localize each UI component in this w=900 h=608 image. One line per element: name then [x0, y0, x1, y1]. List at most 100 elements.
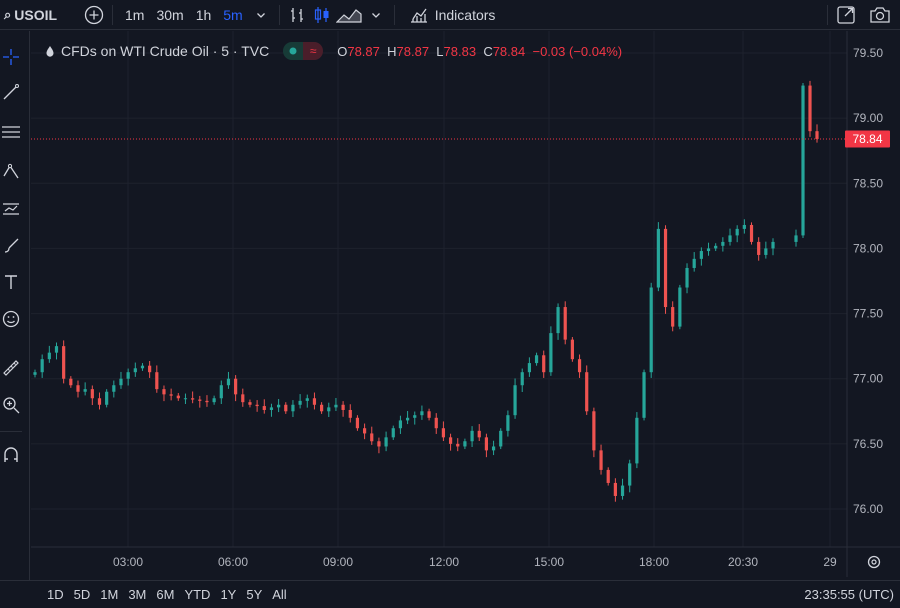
price-chart[interactable]: 79.50 79.00 78.50 78.00 77.50 77.00 76.50 76.00…	[31, 31, 900, 577]
candlestick-series	[33, 80, 819, 502]
symbol-search[interactable]: ⌕ USOIL	[0, 7, 76, 23]
area-chart-icon	[335, 8, 362, 23]
candle	[742, 219, 746, 234]
brush-tool[interactable]	[0, 234, 22, 258]
candle	[484, 433, 489, 458]
toolbar-divider	[393, 4, 395, 25]
fib-tool[interactable]	[0, 120, 22, 144]
magnet-tool[interactable]	[0, 443, 22, 467]
forecast-tool[interactable]	[0, 197, 22, 221]
time-axis: 03:00 06:00 09:00 12:00 15:00 18:00 20:30 29	[31, 546, 900, 569]
candle	[405, 411, 410, 425]
range-all[interactable]: All	[272, 587, 287, 602]
market-status-pill[interactable]: ≈	[283, 42, 324, 60]
candle	[656, 222, 660, 292]
candle	[499, 428, 503, 450]
candle	[620, 478, 625, 500]
time-tick-label: 15:00	[534, 555, 564, 569]
time-tick-label: 06:00	[218, 555, 248, 569]
time-tick-label: 18:00	[639, 555, 669, 569]
indicators-button[interactable]: Indicators	[401, 5, 504, 25]
price-tick-label: 78.50	[853, 176, 883, 190]
snapshot-button[interactable]	[868, 3, 892, 27]
droplet-icon	[46, 45, 54, 57]
candle	[470, 426, 474, 447]
fullscreen-button[interactable]	[834, 3, 858, 27]
candle	[771, 238, 775, 256]
candle	[413, 411, 417, 425]
candle	[284, 402, 288, 414]
chart-type-dropdown[interactable]	[364, 3, 388, 27]
area-chart-type-button[interactable]	[334, 3, 364, 27]
interval-dropdown[interactable]	[249, 3, 273, 27]
candle	[477, 424, 481, 441]
candle	[205, 395, 209, 407]
interval-1m[interactable]: 1m	[125, 6, 145, 23]
candle	[699, 247, 703, 266]
candle	[398, 415, 403, 434]
range-5y[interactable]: 5Y	[246, 587, 263, 602]
range-ytd[interactable]: YTD	[184, 587, 211, 602]
zoom-tool[interactable]	[0, 393, 22, 417]
candle	[76, 380, 80, 398]
candle	[234, 375, 238, 402]
candle	[90, 385, 94, 406]
candle	[47, 345, 51, 363]
candle	[728, 228, 732, 246]
symbol-label: USOIL	[14, 6, 58, 23]
candle	[370, 426, 374, 445]
candles-icon	[314, 6, 329, 23]
price-tick-label: 78.00	[853, 241, 883, 255]
crosshair-tool[interactable]	[0, 45, 22, 69]
candle	[735, 225, 739, 243]
trend-line-tool[interactable]	[0, 80, 22, 104]
candle	[749, 222, 754, 245]
horizontal-lines-icon	[2, 126, 20, 138]
candle	[714, 243, 718, 252]
bar-chart-type-button[interactable]	[286, 3, 310, 27]
range-6m[interactable]: 6M	[156, 587, 175, 602]
icon-tool[interactable]	[0, 307, 22, 331]
pattern-tool[interactable]	[0, 159, 22, 183]
candle	[384, 431, 388, 452]
trend-line-icon	[3, 84, 19, 100]
candle	[549, 326, 553, 376]
candle	[527, 357, 531, 377]
range-1y[interactable]: 1Y	[220, 587, 237, 602]
range-3m[interactable]: 3M	[128, 587, 147, 602]
toolbar-divider	[827, 4, 828, 25]
candle	[69, 376, 73, 388]
candle	[212, 395, 216, 405]
candle	[377, 437, 381, 454]
interval-30m[interactable]: 30m	[156, 6, 184, 23]
brush-icon	[4, 238, 19, 253]
text-tool[interactable]	[0, 270, 22, 294]
utc-clock[interactable]: 23:35:55 (UTC)	[804, 587, 894, 602]
candle-chart-type-button[interactable]	[310, 3, 334, 27]
indicators-icon	[410, 8, 427, 23]
candle	[126, 368, 130, 386]
range-5d[interactable]: 5D	[73, 587, 91, 602]
candle	[355, 415, 360, 431]
symbol-title[interactable]: CFDs on WTI Crude Oil · 5 · TVC	[61, 43, 270, 59]
candle	[456, 438, 460, 452]
last-price-label: 78.84	[852, 132, 882, 146]
candle	[491, 440, 496, 456]
interval-5m[interactable]: 5m	[223, 6, 243, 23]
range-1m[interactable]: 1M	[100, 587, 119, 602]
candle	[513, 378, 517, 419]
pattern-icon	[3, 163, 19, 179]
interval-1h[interactable]: 1h	[195, 6, 212, 23]
candle	[277, 399, 281, 413]
candle	[298, 394, 302, 409]
candle	[506, 410, 510, 437]
candle	[577, 354, 582, 378]
time-tick-label: 03:00	[113, 555, 143, 569]
range-1d[interactable]: 1D	[47, 587, 64, 602]
crosshair-icon	[3, 49, 19, 65]
candle	[391, 425, 395, 440]
candle	[599, 444, 603, 475]
ruler-tool[interactable]	[0, 356, 22, 380]
compare-symbol-button[interactable]	[82, 3, 106, 27]
candle	[556, 303, 560, 340]
